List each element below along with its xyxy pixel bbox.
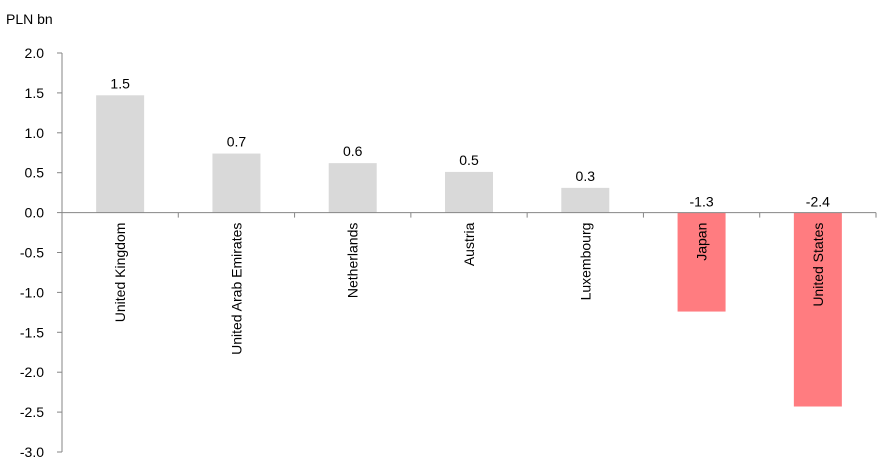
bar [328, 163, 377, 213]
bar [212, 153, 261, 213]
data-label: 1.5 [110, 75, 130, 91]
y-tick-label: -2.0 [20, 364, 44, 380]
category-label: Netherlands [345, 223, 361, 299]
bar [561, 187, 610, 213]
unit-label: PLN bn [6, 11, 53, 27]
y-tick-label: 1.0 [25, 125, 45, 141]
bar [445, 171, 493, 213]
x-axis [62, 212, 877, 218]
y-axis: 2.0 1.5 1.0 0.5 0.0 -0.5 -1.0 -1.5 -2.0 -2.5 -3.0 [20, 45, 63, 458]
data-label: 0.5 [459, 152, 479, 168]
category-label: Luxembourg [577, 223, 593, 301]
category-label: Japan [694, 223, 710, 261]
category-label: United States [810, 223, 826, 307]
category-label: United Arab Emirates [228, 223, 244, 355]
data-label: -1.3 [690, 194, 714, 210]
data-label: 0.7 [227, 134, 247, 150]
y-tick-label: 2.0 [25, 45, 45, 61]
y-tick-label: -0.5 [20, 245, 44, 261]
y-tick-label: 0.5 [25, 165, 45, 181]
bar [793, 212, 842, 407]
bar [677, 212, 726, 312]
data-label: -2.4 [806, 194, 830, 210]
y-tick-label: 0.0 [25, 205, 45, 221]
data-label: 0.3 [576, 168, 596, 184]
bar [96, 95, 145, 213]
category-label: Austria [461, 222, 477, 266]
labels: 1.5 United Kingdom 0.7 United Arab Emirates… [110, 75, 830, 355]
y-tick-label: -1.0 [20, 284, 44, 300]
data-label: 0.6 [343, 143, 363, 159]
y-tick-label: -1.5 [20, 324, 44, 340]
y-tick-label: -3.0 [20, 444, 44, 458]
bars [96, 95, 842, 407]
y-tick-label: -2.5 [20, 404, 44, 420]
category-label: United Kingdom [112, 223, 128, 323]
y-tick-label: 1.5 [25, 85, 45, 101]
